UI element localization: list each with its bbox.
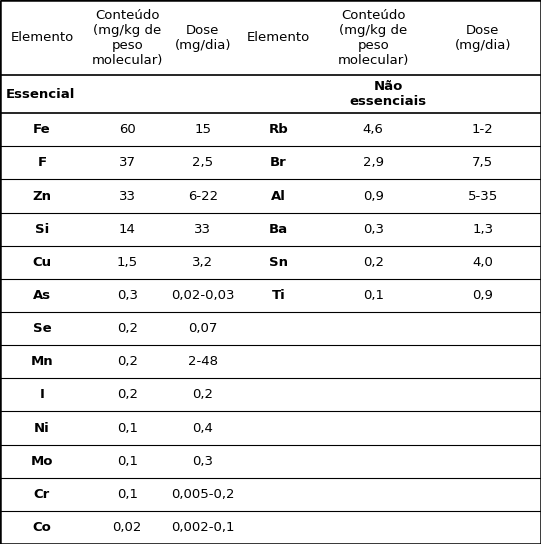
Text: Dose
(mg/dia): Dose (mg/dia) <box>454 23 511 52</box>
Text: 0,2: 0,2 <box>363 256 384 269</box>
Text: 0,9: 0,9 <box>363 189 384 202</box>
Text: As: As <box>33 289 51 302</box>
Text: Fe: Fe <box>33 123 51 136</box>
Text: Conteúdo
(mg/kg de
peso
molecular): Conteúdo (mg/kg de peso molecular) <box>91 9 163 66</box>
Text: 2-48: 2-48 <box>188 355 218 368</box>
Text: Não
essenciais: Não essenciais <box>349 80 427 108</box>
Text: 6-22: 6-22 <box>188 189 218 202</box>
Text: 1,3: 1,3 <box>472 222 493 236</box>
Text: Elemento: Elemento <box>247 31 310 44</box>
Text: 0,02: 0,02 <box>113 521 142 534</box>
Text: Ni: Ni <box>34 422 50 435</box>
Text: 0,2: 0,2 <box>193 388 213 401</box>
Text: I: I <box>39 388 44 401</box>
Text: 0,9: 0,9 <box>472 289 493 302</box>
Text: 0,4: 0,4 <box>193 422 213 435</box>
Text: Sn: Sn <box>269 256 288 269</box>
Text: 4,6: 4,6 <box>363 123 384 136</box>
Text: 0,02-0,03: 0,02-0,03 <box>171 289 235 302</box>
Text: Br: Br <box>270 156 287 169</box>
Text: 33: 33 <box>118 189 136 202</box>
Text: Elemento: Elemento <box>10 31 74 44</box>
Text: Zn: Zn <box>32 189 51 202</box>
Text: Cr: Cr <box>34 488 50 501</box>
Text: 0,2: 0,2 <box>117 355 137 368</box>
Text: Cu: Cu <box>32 256 51 269</box>
Text: 0,2: 0,2 <box>117 388 137 401</box>
Text: 5-35: 5-35 <box>468 189 498 202</box>
Text: 2,5: 2,5 <box>192 156 214 169</box>
Text: 2,9: 2,9 <box>363 156 384 169</box>
Text: Rb: Rb <box>269 123 288 136</box>
Text: 3,2: 3,2 <box>192 256 214 269</box>
Text: Ba: Ba <box>269 222 288 236</box>
Text: 60: 60 <box>119 123 135 136</box>
Text: 1-2: 1-2 <box>472 123 494 136</box>
Text: 0,1: 0,1 <box>363 289 384 302</box>
Text: 0,1: 0,1 <box>117 488 137 501</box>
Text: 14: 14 <box>118 222 136 236</box>
Text: 37: 37 <box>118 156 136 169</box>
Text: Mo: Mo <box>31 455 53 468</box>
Text: 0,2: 0,2 <box>117 322 137 335</box>
Text: Conteúdo
(mg/kg de
peso
molecular): Conteúdo (mg/kg de peso molecular) <box>338 9 409 66</box>
Text: 4,0: 4,0 <box>472 256 493 269</box>
Text: 33: 33 <box>194 222 212 236</box>
Text: Si: Si <box>35 222 49 236</box>
Text: Essencial: Essencial <box>5 88 75 101</box>
Text: 0,3: 0,3 <box>117 289 137 302</box>
Text: F: F <box>37 156 47 169</box>
Text: Dose
(mg/dia): Dose (mg/dia) <box>175 23 231 52</box>
Text: 15: 15 <box>194 123 212 136</box>
Text: 1,5: 1,5 <box>116 256 138 269</box>
Text: 0,3: 0,3 <box>363 222 384 236</box>
Text: 0,005-0,2: 0,005-0,2 <box>171 488 235 501</box>
Text: 0,07: 0,07 <box>188 322 217 335</box>
Text: Al: Al <box>271 189 286 202</box>
Text: Ti: Ti <box>272 289 286 302</box>
Text: 0,1: 0,1 <box>117 455 137 468</box>
Text: 7,5: 7,5 <box>472 156 493 169</box>
Text: 0,3: 0,3 <box>193 455 213 468</box>
Text: Co: Co <box>32 521 51 534</box>
Text: 0,1: 0,1 <box>117 422 137 435</box>
Text: Mn: Mn <box>31 355 53 368</box>
Text: 0,002-0,1: 0,002-0,1 <box>171 521 235 534</box>
Text: Se: Se <box>32 322 51 335</box>
